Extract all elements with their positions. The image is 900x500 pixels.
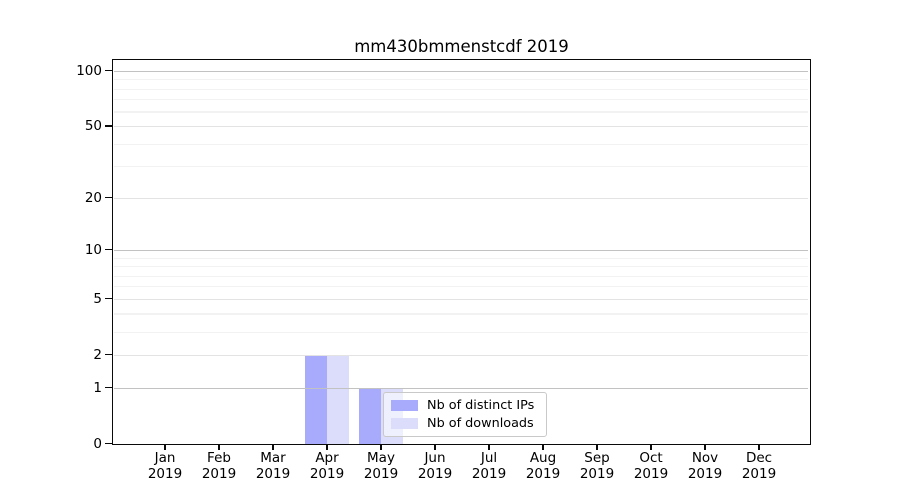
x-tick-label-nov: Nov 2019 [687, 450, 723, 482]
gridline-minor-3 [114, 331, 808, 333]
x-tick-mark-feb [218, 444, 220, 450]
y-tick-label-2: 2 [93, 346, 102, 363]
y-tick-label-1: 1 [93, 379, 102, 396]
gridline-50 [114, 125, 808, 128]
gridline-minor-4 [114, 313, 808, 315]
x-tick-label-jun: Jun 2019 [417, 450, 453, 482]
x-tick-label-may: May 2019 [363, 450, 399, 482]
gridline-100 [114, 70, 808, 72]
x-tick-mark-may [380, 444, 382, 450]
gridline-minor-6 [114, 286, 808, 288]
x-tick-label-mar: Mar 2019 [255, 450, 291, 482]
bar-distinct-ips-apr [305, 354, 327, 445]
gridline-minor-60 [114, 111, 808, 113]
legend-item-downloads: Nb of downloads [391, 416, 539, 431]
gridline-20 [114, 197, 808, 199]
x-tick-mark-dec [758, 444, 760, 450]
x-tick-mark-oct [650, 444, 652, 450]
gridline-2 [114, 354, 808, 356]
y-tick-mark-0 [105, 442, 113, 445]
x-tick-label-jan: Jan 2019 [147, 450, 183, 482]
y-tick-mark-20 [105, 196, 113, 199]
y-tick-label-5: 5 [93, 290, 102, 307]
legend-label-distinct-ips: Nb of distinct IPs [427, 398, 535, 413]
y-tick-mark-1 [105, 386, 113, 389]
y-tick-label-20: 20 [84, 189, 102, 206]
y-tick-mark-2 [105, 354, 113, 356]
gridline-minor-9 [114, 257, 808, 259]
legend-label-downloads: Nb of downloads [427, 416, 534, 431]
chart-title: mm430bmmenstcdf 2019 [354, 37, 569, 56]
gridline-minor-40 [114, 143, 808, 145]
y-tick-label-0: 0 [93, 435, 102, 452]
y-tick-label-100: 100 [76, 62, 102, 79]
gridline-minor-90 [114, 79, 808, 81]
y-tick-mark-100 [105, 69, 113, 72]
y-tick-mark-5 [105, 298, 113, 300]
x-tick-label-feb: Feb 2019 [201, 450, 237, 482]
bar-downloads-apr [327, 354, 349, 445]
gridline-minor-80 [114, 88, 808, 90]
y-tick-label-10: 10 [84, 241, 102, 258]
gridline-1 [114, 387, 808, 389]
legend-swatch-distinct-ips-icon [391, 400, 418, 411]
x-tick-label-apr: Apr 2019 [309, 450, 345, 482]
legend: Nb of distinct IPs Nb of downloads [383, 392, 547, 437]
x-tick-mark-mar [272, 444, 274, 450]
x-tick-mark-aug [542, 444, 544, 450]
x-tick-label-aug: Aug 2019 [525, 450, 561, 482]
gridline-minor-30 [114, 166, 808, 168]
x-tick-mark-jun [434, 444, 436, 450]
y-tick-mark-50 [105, 125, 113, 127]
x-tick-label-dec: Dec 2019 [741, 450, 777, 482]
gridline-minor-70 [114, 99, 808, 101]
x-tick-mark-sep [596, 444, 598, 450]
gridline-minor-8 [114, 266, 808, 268]
y-tick-mark-10 [105, 249, 113, 251]
bar-distinct-ips-may [359, 387, 381, 445]
x-tick-mark-jan [164, 444, 166, 450]
gridline-minor-7 [114, 275, 808, 277]
x-tick-label-oct: Oct 2019 [633, 450, 669, 482]
gridline-5 [114, 298, 808, 300]
x-tick-label-sep: Sep 2019 [579, 450, 615, 482]
x-tick-mark-jul [488, 444, 490, 450]
legend-swatch-downloads-icon [391, 418, 418, 429]
x-tick-mark-apr [326, 444, 328, 450]
legend-item-distinct-ips: Nb of distinct IPs [391, 398, 539, 413]
gridline-10 [114, 249, 808, 251]
y-tick-label-50: 50 [84, 117, 102, 134]
x-tick-mark-nov [704, 444, 706, 450]
x-tick-label-jul: Jul 2019 [471, 450, 507, 482]
